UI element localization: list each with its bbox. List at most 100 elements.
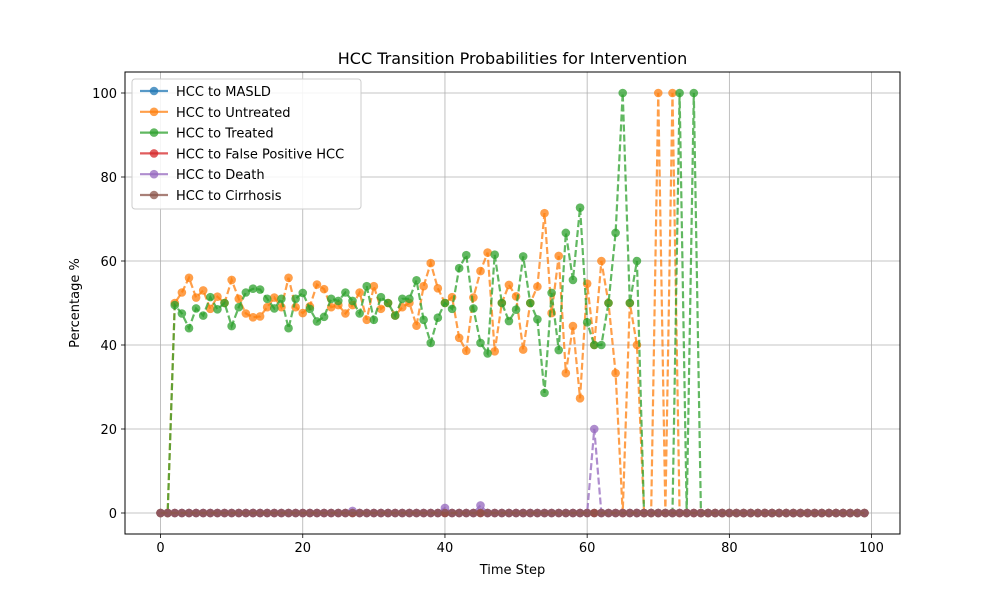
- data-point: [810, 508, 819, 518]
- data-point: [490, 250, 500, 259]
- axis-ticks: 0 20 40 60 80 100 0 20 40 60 80 100: [92, 87, 884, 556]
- y-tick-label: 0: [109, 507, 117, 522]
- data-point: [227, 275, 236, 285]
- data-point: [348, 508, 357, 518]
- y-tick-label: 40: [100, 339, 117, 354]
- data-point: [362, 281, 372, 291]
- data-point: [369, 281, 379, 291]
- data-point: [234, 508, 244, 518]
- data-point: [611, 368, 620, 378]
- data-point: [177, 508, 187, 518]
- data-point: [213, 305, 222, 314]
- data-point: [625, 298, 635, 308]
- data-point: [533, 508, 542, 518]
- data-point: [198, 311, 208, 320]
- data-point: [746, 508, 755, 518]
- x-tick-label: 80: [721, 541, 738, 556]
- data-point: [568, 321, 578, 331]
- data-point: [184, 323, 194, 333]
- data-point: [170, 300, 180, 310]
- data-point: [597, 340, 606, 350]
- data-point: [334, 296, 343, 306]
- data-point: [305, 304, 315, 314]
- data-point: [419, 315, 428, 325]
- x-tick-label: 60: [579, 541, 596, 556]
- data-point: [326, 508, 336, 518]
- data-point: [262, 294, 272, 304]
- data-point: [341, 288, 350, 297]
- data-point: [184, 508, 194, 518]
- data-point: [589, 508, 599, 518]
- data-point: [618, 88, 628, 98]
- data-point: [803, 508, 812, 518]
- data-point: [198, 286, 208, 295]
- data-point: [561, 368, 571, 378]
- data-point: [284, 273, 293, 283]
- data-point: [461, 346, 471, 356]
- data-point: [725, 508, 734, 518]
- data-point: [540, 208, 549, 218]
- data-point: [632, 256, 642, 266]
- data-point: [248, 312, 258, 322]
- data-point: [469, 508, 478, 518]
- data-point: [483, 349, 492, 358]
- data-point: [227, 321, 236, 331]
- data-point: [341, 309, 350, 318]
- data-point: [739, 508, 748, 518]
- data-point: [412, 276, 421, 285]
- data-point: [355, 508, 364, 518]
- data-point: [206, 508, 215, 518]
- plot-frame: [124, 71, 901, 535]
- data-point: [405, 294, 414, 304]
- data-point: [575, 394, 585, 403]
- data-point: [511, 291, 521, 301]
- data-point: [277, 508, 286, 518]
- data-point: [618, 508, 628, 518]
- data-point: [248, 284, 258, 294]
- data-point: [433, 284, 443, 293]
- data-point: [241, 309, 251, 318]
- data-point: [845, 508, 855, 518]
- data-point: [177, 309, 187, 318]
- data-point: [184, 273, 194, 283]
- data-point: [753, 508, 763, 518]
- data-point: [518, 508, 528, 518]
- data-point: [469, 304, 478, 313]
- legend-label: HCC to Death: [176, 168, 265, 183]
- data-point: [270, 508, 279, 518]
- legend-label: HCC to False Positive HCC: [176, 147, 344, 162]
- data-point: [362, 508, 372, 518]
- data-point: [696, 508, 706, 518]
- data-point: [668, 88, 677, 98]
- data-point: [561, 228, 571, 238]
- data-point: [561, 508, 571, 518]
- data-point: [270, 304, 279, 313]
- data-point: [376, 304, 386, 314]
- plot-series: [156, 88, 869, 518]
- data-point: [838, 508, 848, 518]
- data-point: [206, 304, 215, 314]
- data-point: [433, 508, 443, 518]
- legend-swatch-marker: [149, 128, 159, 137]
- data-point: [191, 508, 201, 518]
- data-point: [461, 508, 471, 518]
- legend-swatch-marker: [149, 107, 159, 117]
- data-point: [234, 302, 244, 312]
- data-point: [554, 508, 564, 518]
- data-point: [319, 312, 329, 322]
- data-point: [163, 508, 172, 518]
- data-point: [234, 294, 244, 304]
- data-point: [604, 298, 613, 308]
- data-point: [426, 258, 436, 268]
- data-point: [298, 508, 308, 518]
- legend-label: HCC to Treated: [176, 127, 274, 142]
- data-point: [447, 304, 457, 314]
- series-4: [156, 424, 869, 518]
- data-point: [341, 508, 350, 518]
- data-point: [284, 508, 293, 518]
- data-point: [291, 508, 300, 518]
- data-point: [220, 508, 229, 518]
- data-point: [191, 293, 201, 302]
- data-point: [689, 88, 699, 98]
